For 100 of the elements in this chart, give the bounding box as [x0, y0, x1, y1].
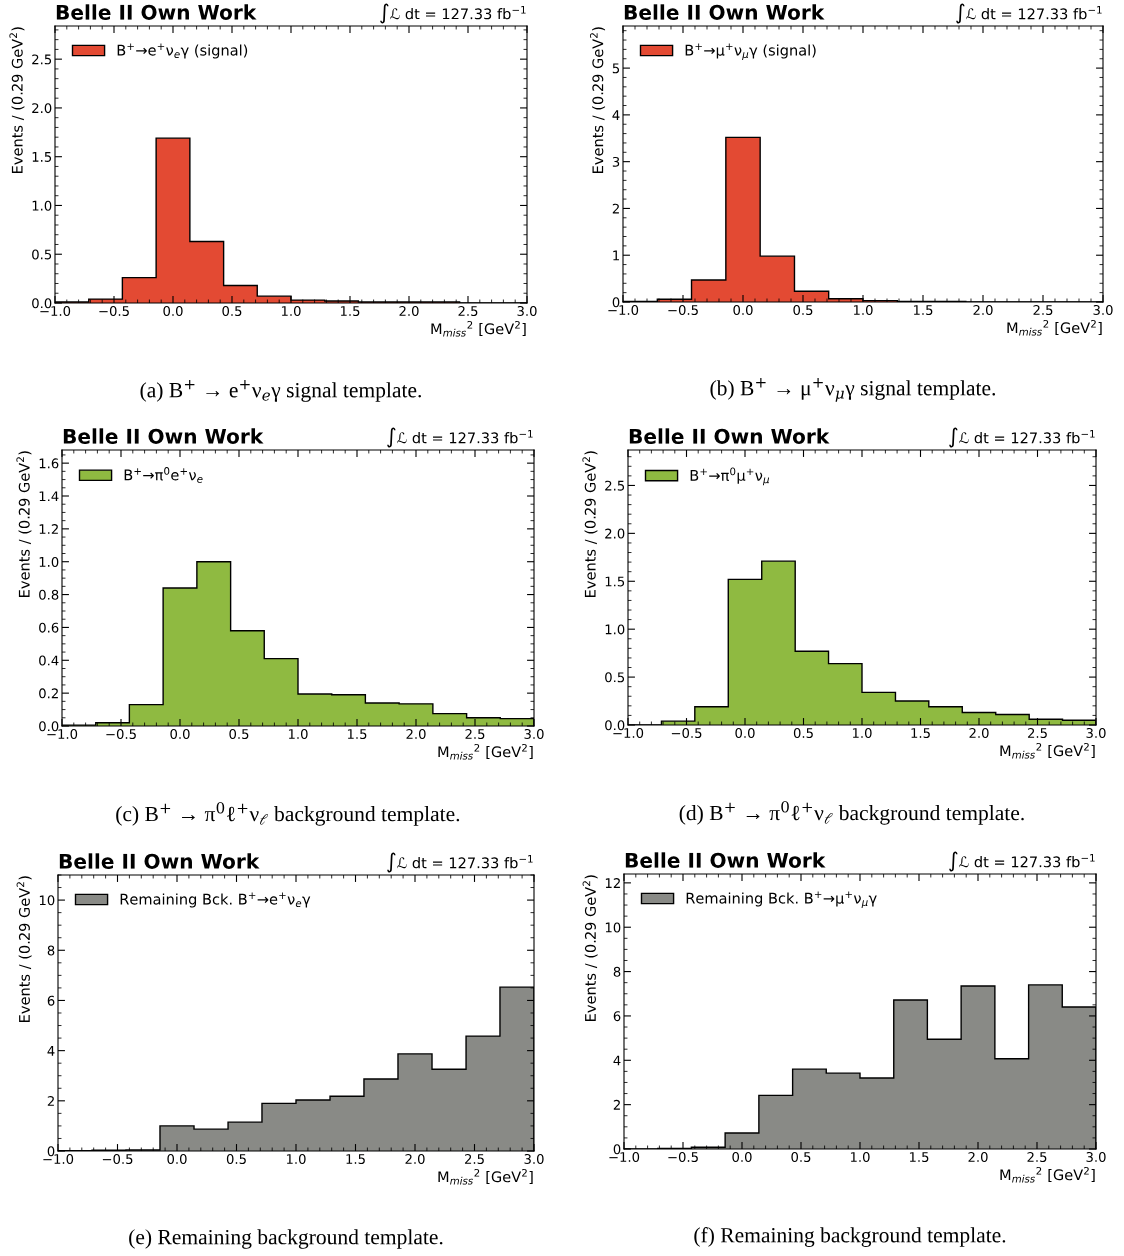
y-tick-label: 0.5 [32, 249, 52, 260]
chart-title: Belle II Own Work [59, 853, 260, 869]
x-tick-label: 0.5 [222, 306, 242, 316]
chart-title: Belle II Own Work [63, 428, 264, 444]
x-tick-label: 0.0 [167, 1154, 187, 1164]
y-tick-label: 2 [613, 1099, 620, 1110]
x-tick-label: 1.5 [346, 1154, 365, 1164]
x-tick-label: 1.5 [911, 728, 930, 738]
y-axis-title: Events / (0.29 GeV$^{2}$) [582, 875, 598, 1021]
text: (c) B$^{+}$ → π$^{0}$ℓ$^{+}$ν$_{ℓ}$ background template. [116, 802, 460, 826]
y-axis-title: Events / (0.29 GeV$^{2}$) [589, 27, 606, 173]
y-tick-label: 0.8 [39, 589, 59, 600]
x-axis-title: M$_{miss}$$^{2}$ [GeV$^{2}$] [1007, 319, 1102, 336]
text: (a) B$^{+}$ → e$^{+}$ν$_{e}$γ signal template. [140, 379, 421, 402]
x-tick-label: −0.5 [102, 1154, 133, 1164]
legend-label: B$^{+}$→μ$^{+}$ν$_{μ}$γ (signal) [685, 43, 816, 60]
y-axis-title: Events / (0.29 GeV$^{2}$) [582, 451, 598, 597]
text: (b) B$^{+}$ → μ$^{+}$ν$_{μ}$γ signal template. [710, 377, 996, 402]
y-tick-label: 2.0 [605, 528, 625, 539]
chart-title: Belle II Own Work [629, 428, 830, 444]
x-tick-label: 2.0 [405, 1154, 425, 1164]
x-tick-label: 0.0 [733, 305, 753, 315]
x-tick-label: 1.5 [913, 305, 933, 315]
y-tick-label: 1.4 [39, 491, 59, 502]
y-tick-label: 0.6 [39, 622, 59, 633]
chart-title: Belle II Own Work [625, 852, 826, 868]
x-tick-label: 3.0 [524, 1154, 544, 1164]
x-axis-title: M$_{miss}$$^{2}$ [GeV$^{2}$] [431, 320, 526, 337]
x-tick-label: 0.0 [732, 1152, 752, 1162]
chart-title: Belle II Own Work [624, 4, 825, 20]
legend-label: Remaining Bck. B$^{+}$→e$^{+}$ν$_{e}$γ [120, 892, 311, 908]
y-tick-label: 0.2 [39, 688, 58, 699]
x-tick-label: 1.0 [852, 728, 872, 738]
y-axis-title: Events / (0.29 GeV$^{2}$) [9, 27, 25, 173]
x-tick-label: 1.0 [288, 729, 308, 739]
y-tick-label: 1.0 [32, 200, 52, 211]
x-tick-label: −0.5 [671, 728, 702, 738]
y-tick-label: 1.6 [39, 458, 59, 469]
y-tick-label: 3 [612, 156, 620, 167]
x-tick-label: 1.5 [347, 729, 367, 739]
y-tick-label: 4 [613, 1055, 621, 1066]
x-tick-label: 0.5 [793, 305, 813, 315]
y-tick-label: 5 [612, 63, 620, 74]
y-axis-title: Events / (0.29 GeV$^{2}$) [16, 876, 32, 1022]
x-axis-title: M$_{miss}$$^{2}$ [GeV$^{2}$] [1000, 742, 1095, 759]
chart-title: Belle II Own Work [56, 4, 257, 20]
y-tick-label: 2.5 [605, 480, 625, 491]
x-tick-label: 3.0 [517, 306, 537, 316]
x-tick-label: 0.5 [229, 729, 249, 739]
y-tick-label: 12 [605, 878, 620, 888]
x-tick-label: 0.0 [735, 728, 755, 738]
text: ∫ℒ dt = 127.33 fb$^{−1}$ [949, 851, 1095, 872]
text: ∫ℒ dt = 127.33 fb$^{−1}$ [956, 3, 1102, 24]
y-tick-label: 2.0 [32, 103, 52, 114]
x-axis-title: M$_{miss}$$^{2}$ [GeV$^{2}$] [438, 743, 533, 760]
y-tick-label: 0.5 [605, 672, 625, 683]
x-tick-label: 2.5 [1033, 305, 1053, 315]
x-tick-label: 1.0 [286, 1154, 306, 1164]
y-tick-label: 1.0 [39, 556, 59, 567]
x-tick-label: 2.0 [399, 306, 419, 316]
x-tick-label: 1.0 [853, 305, 873, 315]
x-tick-label: 2.0 [973, 305, 993, 315]
x-tick-label: 2.5 [1027, 728, 1047, 738]
x-tick-label: 0.5 [791, 1152, 811, 1162]
x-tick-label: 0.5 [793, 728, 813, 738]
text: (f) Remaining background template. [694, 1227, 1006, 1247]
x-tick-label: 1.5 [340, 306, 360, 316]
y-tick-label: 10 [39, 895, 55, 906]
x-tick-label: 2.5 [1027, 1152, 1047, 1162]
x-axis-title: M$_{miss}$$^{2}$ [GeV$^{2}$] [438, 1168, 533, 1185]
text: ∫ℒ dt = 127.33 fb$^{−1}$ [387, 852, 533, 873]
x-tick-label: −0.5 [668, 1152, 698, 1162]
x-tick-label: 2.5 [465, 729, 485, 739]
x-tick-label: 2.0 [968, 1152, 988, 1162]
y-tick-label: 4 [47, 1046, 55, 1056]
y-tick-label: 1.2 [39, 524, 58, 534]
x-tick-label: −0.5 [668, 305, 698, 315]
x-tick-label: 1.0 [850, 1152, 870, 1162]
y-axis-title: Events / (0.29 GeV$^{2}$) [16, 451, 32, 597]
x-axis-title: M$_{miss}$$^{2}$ [GeV$^{2}$] [1000, 1166, 1095, 1183]
x-tick-label: 0.0 [163, 306, 183, 316]
y-tick-label: 8 [613, 966, 621, 977]
x-tick-label: 3.0 [1093, 305, 1113, 315]
text: ∫ℒ dt = 127.33 fb$^{−1}$ [380, 3, 526, 24]
y-tick-label: 2 [47, 1096, 54, 1106]
y-tick-label: 1.5 [605, 576, 625, 587]
y-tick-label: 1.5 [32, 152, 52, 162]
x-tick-label: 3.0 [1086, 728, 1106, 738]
y-tick-label: 2 [612, 203, 619, 214]
x-tick-label: 1.5 [909, 1152, 929, 1162]
y-tick-label: 2.5 [32, 54, 52, 65]
x-tick-label: −0.5 [99, 306, 129, 316]
y-tick-label: 0.4 [39, 655, 59, 666]
x-tick-label: 2.5 [464, 1154, 484, 1164]
x-tick-label: 0.5 [226, 1154, 246, 1164]
legend-label: B$^{+}$→π$^{0}$μ$^{+}$ν$_{μ}$ [690, 467, 770, 486]
y-tick-label: 10 [605, 922, 621, 933]
y-tick-label: 6 [613, 1011, 621, 1022]
x-tick-label: 2.5 [458, 306, 478, 316]
text: (d) B$^{+}$ → π$^{0}$ℓ$^{+}$ν$_{ℓ}$ background template. [679, 801, 1024, 825]
